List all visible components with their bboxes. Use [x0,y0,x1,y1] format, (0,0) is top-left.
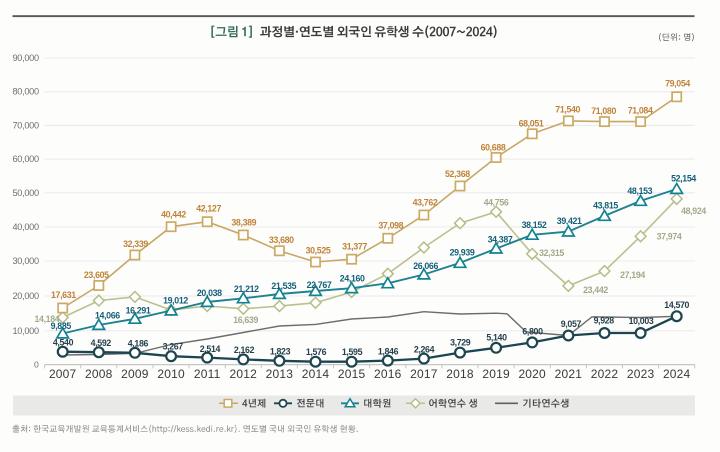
svg-text:2012: 2012 [230,367,258,381]
svg-text:40,000: 40,000 [12,222,38,232]
svg-text:14,570: 14,570 [664,300,689,310]
svg-text:2024: 2024 [663,367,691,381]
svg-text:2022: 2022 [591,367,619,381]
svg-text:37,098: 37,098 [378,221,403,231]
svg-text:1,595: 1,595 [342,347,363,357]
svg-text:9,885: 9,885 [51,321,72,331]
svg-text:79,054: 79,054 [665,79,690,89]
svg-text:42,127: 42,127 [196,204,221,214]
svg-text:2011: 2011 [194,367,221,381]
svg-text:48,924: 48,924 [681,206,706,216]
svg-text:9,928: 9,928 [594,316,615,326]
svg-text:2018: 2018 [446,367,474,381]
svg-text:20,038: 20,038 [197,288,222,298]
svg-text:4,540: 4,540 [53,338,74,348]
svg-text:17,631: 17,631 [51,290,76,300]
svg-text:2015: 2015 [338,367,366,381]
svg-text:3,267: 3,267 [163,342,184,352]
svg-text:52,154: 52,154 [671,174,696,184]
svg-text:29,939: 29,939 [450,247,475,257]
svg-text:32,315: 32,315 [539,248,564,258]
svg-text:30,000: 30,000 [12,256,38,266]
svg-text:40,442: 40,442 [161,209,186,219]
svg-text:2023: 2023 [627,367,655,381]
svg-text:34,387: 34,387 [488,234,513,244]
svg-text:90,000: 90,000 [12,53,38,63]
svg-text:23,605: 23,605 [84,270,109,280]
svg-text:14,184: 14,184 [34,314,59,324]
svg-text:10,003: 10,003 [629,316,654,326]
svg-text:4,186: 4,186 [128,338,149,348]
svg-text:2,264: 2,264 [414,345,435,355]
svg-text:2008: 2008 [85,367,113,381]
svg-text:38,389: 38,389 [231,218,256,228]
svg-text:2009: 2009 [121,367,149,381]
svg-text:2,162: 2,162 [234,345,255,355]
svg-text:21,212: 21,212 [234,284,259,294]
svg-text:1,846: 1,846 [378,347,399,357]
svg-text:6,800: 6,800 [522,326,543,336]
svg-text:19,012: 19,012 [163,296,188,306]
svg-text:26,066: 26,066 [413,261,438,271]
svg-text:2013: 2013 [266,367,294,381]
svg-text:1,823: 1,823 [270,347,291,357]
svg-text:71,540: 71,540 [555,105,580,115]
svg-text:60,688: 60,688 [481,143,506,153]
svg-text:32,339: 32,339 [123,239,148,249]
svg-text:38,152: 38,152 [522,220,547,230]
svg-text:22,767: 22,767 [307,280,332,290]
svg-text:23,442: 23,442 [583,285,608,295]
svg-text:50,000: 50,000 [12,188,38,198]
svg-text:20,000: 20,000 [12,291,38,301]
svg-text:2019: 2019 [482,367,510,381]
svg-text:10,000: 10,000 [12,326,38,336]
svg-text:52,368: 52,368 [445,169,470,179]
svg-text:5,140: 5,140 [486,332,507,342]
svg-text:16,639: 16,639 [233,315,258,325]
svg-text:2016: 2016 [374,367,402,381]
svg-text:71,084: 71,084 [628,106,653,116]
svg-text:2,514: 2,514 [200,344,221,354]
svg-text:2017: 2017 [410,367,438,381]
svg-text:30,525: 30,525 [306,246,331,256]
svg-text:60,000: 60,000 [12,154,38,164]
svg-text:39,421: 39,421 [557,216,582,226]
svg-text:37,974: 37,974 [657,231,682,241]
svg-text:1,576: 1,576 [306,347,327,357]
svg-text:4,592: 4,592 [91,338,112,348]
svg-text:2010: 2010 [157,367,185,381]
svg-text:24,160: 24,160 [340,273,365,283]
svg-text:21,535: 21,535 [271,281,296,291]
svg-text:14,066: 14,066 [95,310,120,320]
svg-text:33,680: 33,680 [269,235,294,245]
svg-text:2007: 2007 [49,367,77,381]
svg-text:16,291: 16,291 [126,306,151,316]
svg-text:43,762: 43,762 [413,198,438,208]
svg-text:80,000: 80,000 [12,87,38,97]
svg-text:2020: 2020 [518,367,546,381]
svg-text:3,729: 3,729 [450,338,471,348]
svg-text:27,194: 27,194 [620,270,645,280]
svg-text:31,377: 31,377 [342,242,367,252]
svg-text:2014: 2014 [302,367,330,381]
svg-text:43,815: 43,815 [593,201,618,211]
svg-text:68,051: 68,051 [519,118,544,128]
svg-text:70,000: 70,000 [12,120,38,130]
svg-text:44,756: 44,756 [484,198,509,208]
svg-text:9,057: 9,057 [561,319,582,329]
svg-text:71,080: 71,080 [591,106,616,116]
svg-text:0: 0 [34,360,39,370]
svg-text:48,153: 48,153 [627,186,652,196]
svg-text:2021: 2021 [555,367,583,381]
